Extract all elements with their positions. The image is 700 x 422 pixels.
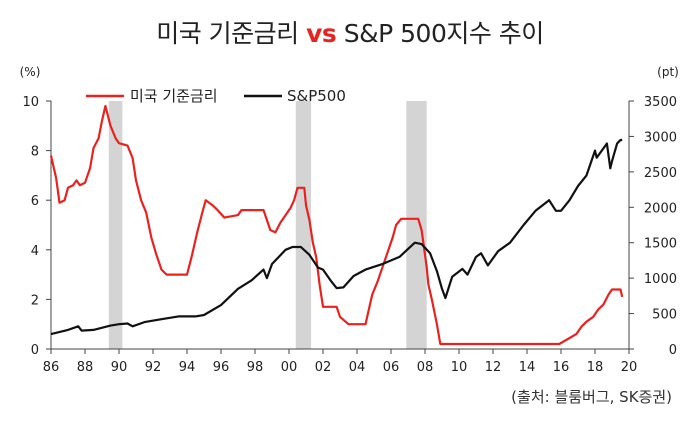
y-right-tick-label: 3000 (644, 130, 677, 145)
x-tick-label: 18 (587, 360, 604, 375)
y-right-tick-label: 3500 (644, 95, 677, 110)
x-tick-label: 02 (315, 360, 332, 375)
chart-title: 미국 기준금리 vs S&P 500지수 추이 (0, 14, 700, 50)
source-note: (출처: 블룸버그, SK증권) (511, 388, 672, 406)
recession-band-3 (406, 101, 427, 349)
y-right-tick-label: 2500 (644, 166, 677, 181)
series-line-fed-rate (49, 104, 624, 346)
title-vs: vs (306, 19, 337, 48)
recession-band-1 (108, 101, 123, 349)
x-tick-label: 98 (247, 360, 264, 375)
x-tick-label: 14 (519, 360, 536, 375)
x-tick-label: 20 (621, 360, 638, 375)
y-right-unit: (pt) (657, 65, 679, 79)
legend-label-sp500: S&P500 (287, 87, 346, 105)
y-left-tick-label: 2 (31, 293, 39, 308)
x-tick-label: 00 (281, 360, 298, 375)
title-right: S&P 500지수 추이 (336, 19, 545, 48)
y-left-tick-label: 0 (31, 343, 39, 358)
y-right-tick-label: 2000 (644, 201, 677, 216)
recession-band-2 (295, 101, 312, 349)
x-tick-label: 90 (111, 360, 128, 375)
x-tick-label: 88 (77, 360, 94, 375)
y-left-tick-label: 6 (31, 194, 39, 209)
title-left: 미국 기준금리 (156, 19, 307, 48)
legend-label-fed-rate: 미국 기준금리 (130, 87, 218, 105)
y-right-tick-label: 500 (652, 308, 677, 323)
x-tick-label: 10 (451, 360, 468, 375)
y-left-unit: (%) (20, 65, 41, 79)
x-tick-label: 92 (145, 360, 162, 375)
series-line-sp500 (50, 138, 623, 336)
x-tick-label: 96 (213, 360, 230, 375)
x-tick-label: 04 (349, 360, 366, 375)
y-right-tick-label: 1000 (644, 272, 677, 287)
y-left-tick-label: 4 (31, 244, 39, 259)
x-tick-label: 94 (179, 360, 196, 375)
y-left-tick-label: 10 (22, 95, 39, 110)
y-right-tick-label: 1500 (644, 237, 677, 252)
x-tick-label: 12 (485, 360, 502, 375)
y-right-tick-label: 0 (669, 343, 677, 358)
x-tick-label: 86 (43, 360, 60, 375)
y-left-tick-label: 8 (31, 145, 39, 160)
x-tick-label: 06 (383, 360, 400, 375)
x-tick-label: 16 (553, 360, 570, 375)
x-tick-label: 08 (417, 360, 434, 375)
